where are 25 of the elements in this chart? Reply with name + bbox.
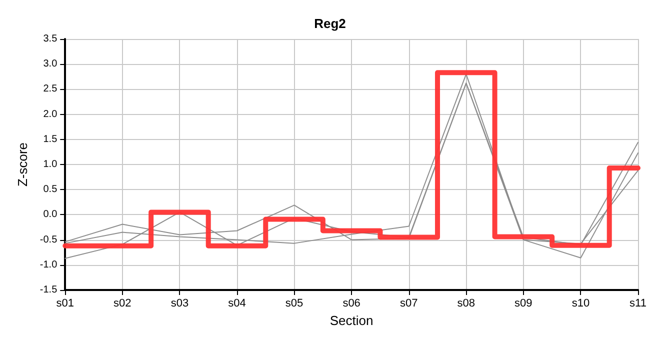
x-axis-title: Section — [330, 312, 374, 328]
y-tick-label: -1.5 — [40, 284, 58, 296]
x-tick-label: s03 — [170, 298, 189, 310]
x-tick-label: s08 — [457, 298, 476, 310]
x-tick-label: s11 — [630, 298, 646, 310]
y-tick-label: 0.0 — [43, 209, 58, 220]
chart-title: Reg2 — [314, 16, 346, 31]
y-axis-title: Z-score — [15, 142, 30, 187]
x-tick-label: s09 — [514, 298, 532, 310]
y-tick-label: 3.0 — [43, 58, 58, 70]
y-tick-label: 0.5 — [43, 184, 58, 196]
y-tick-label: 1.5 — [43, 134, 58, 145]
y-tick-label: -0.5 — [40, 234, 58, 246]
y-tick-label: 2.5 — [43, 84, 58, 95]
x-tick-label: s04 — [228, 298, 246, 310]
x-tick-label: s07 — [400, 298, 418, 310]
y-tick-label: 1.0 — [43, 159, 58, 170]
x-tick-label: s01 — [56, 298, 74, 310]
y-tick-label: 2.0 — [43, 108, 58, 120]
x-tick-label: s06 — [342, 298, 360, 310]
y-tick-label: -1.0 — [40, 259, 58, 270]
x-tick-label: s02 — [114, 298, 132, 310]
x-tick-label: s05 — [285, 298, 304, 310]
y-tick-label: 3.5 — [43, 34, 58, 44]
x-tick-label: s10 — [572, 298, 590, 310]
